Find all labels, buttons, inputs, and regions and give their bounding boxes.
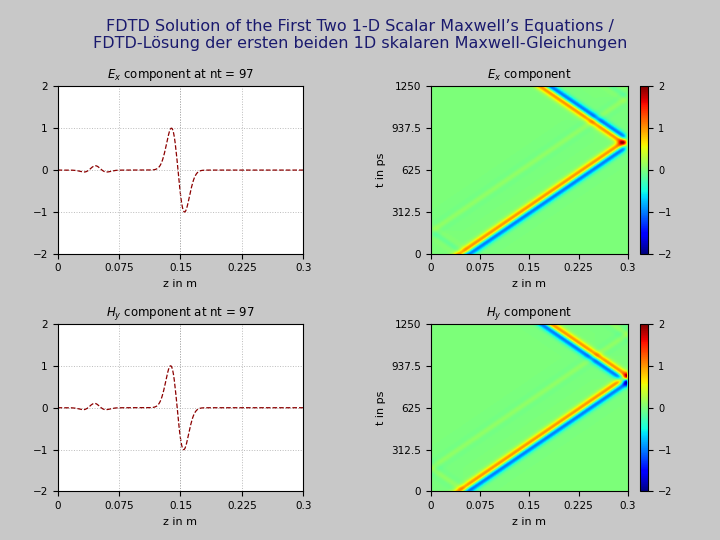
X-axis label: z in m: z in m [163, 279, 197, 289]
Y-axis label: t in ps: t in ps [376, 390, 386, 425]
Y-axis label: t in ps: t in ps [376, 153, 386, 187]
Title: $E_x$ component at nt = 97: $E_x$ component at nt = 97 [107, 67, 254, 83]
Title: $H_y$ component at nt = 97: $H_y$ component at nt = 97 [106, 305, 255, 322]
Title: $E_x$ component: $E_x$ component [487, 67, 572, 83]
Title: $H_y$ component: $H_y$ component [486, 305, 572, 322]
X-axis label: z in m: z in m [163, 517, 197, 526]
X-axis label: z in m: z in m [513, 279, 546, 289]
X-axis label: z in m: z in m [513, 517, 546, 526]
Text: FDTD Solution of the First Two 1-D Scalar Maxwell’s Equations /
FDTD-Lösung der : FDTD Solution of the First Two 1-D Scala… [93, 19, 627, 51]
